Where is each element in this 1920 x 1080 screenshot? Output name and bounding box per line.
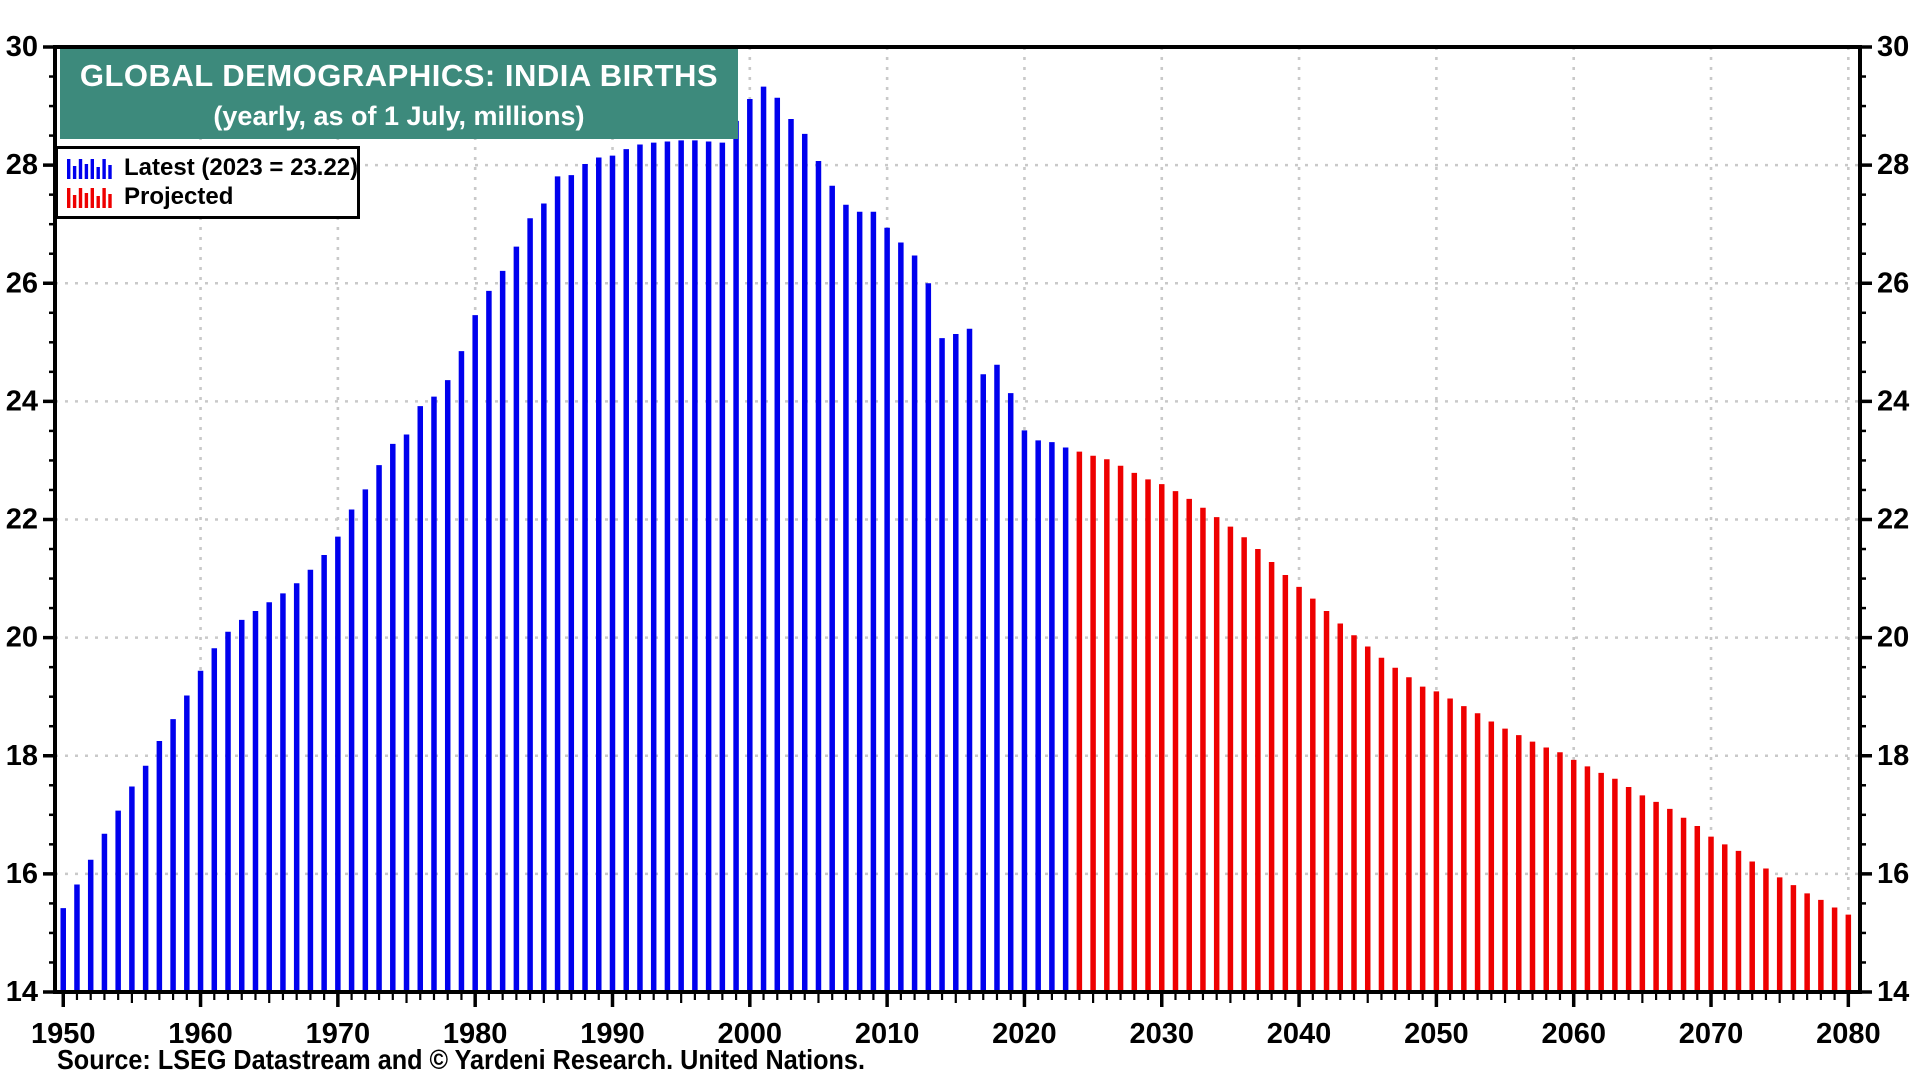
legend-item-projected: Projected bbox=[66, 182, 349, 211]
x-tick-label: 2040 bbox=[1267, 1018, 1332, 1050]
x-tick-label: 2070 bbox=[1679, 1018, 1744, 1050]
y-tick-label-right: 30 bbox=[1877, 31, 1909, 63]
chart-title-box: GLOBAL DEMOGRAPHICS: INDIA BIRTHS (yearl… bbox=[60, 49, 738, 139]
x-tick-label: 1990 bbox=[580, 1018, 645, 1050]
y-tick-label-right: 18 bbox=[1877, 740, 1909, 772]
x-tick-label: 2050 bbox=[1404, 1018, 1469, 1050]
y-tick-label-left: 14 bbox=[6, 976, 38, 1008]
x-tick-label: 2060 bbox=[1541, 1018, 1606, 1050]
y-tick-label-left: 24 bbox=[6, 385, 38, 417]
y-tick-label-left: 22 bbox=[6, 504, 38, 536]
y-tick-label-right: 26 bbox=[1877, 267, 1909, 299]
x-tick-label: 2010 bbox=[855, 1018, 920, 1050]
x-tick-label: 1950 bbox=[31, 1018, 96, 1050]
legend-item-latest: Latest (2023 = 23.22) bbox=[66, 153, 358, 182]
y-tick-label-right: 14 bbox=[1877, 976, 1909, 1008]
legend-bars-icon-red bbox=[66, 186, 114, 208]
source-note: Source: LSEG Datastream and © Yardeni Re… bbox=[57, 1044, 865, 1075]
y-tick-label-left: 26 bbox=[6, 267, 38, 299]
x-tick-label: 2080 bbox=[1816, 1018, 1881, 1050]
legend-label-latest: Latest (2023 = 23.22) bbox=[124, 153, 359, 181]
x-tick-label: 1960 bbox=[168, 1018, 233, 1050]
x-tick-label: 2020 bbox=[992, 1018, 1057, 1050]
x-tick-label: 1970 bbox=[306, 1018, 371, 1050]
y-tick-label-right: 22 bbox=[1877, 504, 1909, 536]
y-tick-label-left: 30 bbox=[6, 31, 38, 63]
legend-label-projected: Projected bbox=[124, 182, 234, 210]
y-tick-label-right: 16 bbox=[1877, 858, 1909, 890]
y-tick-label-left: 16 bbox=[6, 858, 38, 890]
y-tick-label-left: 20 bbox=[6, 622, 38, 654]
chart-subtitle: (yearly, as of 1 July, millions) bbox=[213, 101, 585, 131]
x-tick-label: 1980 bbox=[443, 1018, 508, 1050]
chart-title: GLOBAL DEMOGRAPHICS: INDIA BIRTHS bbox=[79, 58, 719, 93]
y-tick-label-right: 20 bbox=[1877, 622, 1909, 654]
y-tick-label-left: 18 bbox=[6, 740, 38, 772]
x-tick-label: 2030 bbox=[1129, 1018, 1194, 1050]
legend-bars-icon-blue bbox=[66, 157, 114, 179]
y-tick-label-right: 24 bbox=[1877, 385, 1909, 417]
legend: Latest (2023 = 23.22) Projected bbox=[55, 146, 360, 219]
plot-frame bbox=[53, 45, 1862, 994]
x-tick-label: 2000 bbox=[718, 1018, 783, 1050]
y-tick-label-left: 28 bbox=[6, 149, 38, 181]
y-tick-label-right: 28 bbox=[1877, 149, 1909, 181]
